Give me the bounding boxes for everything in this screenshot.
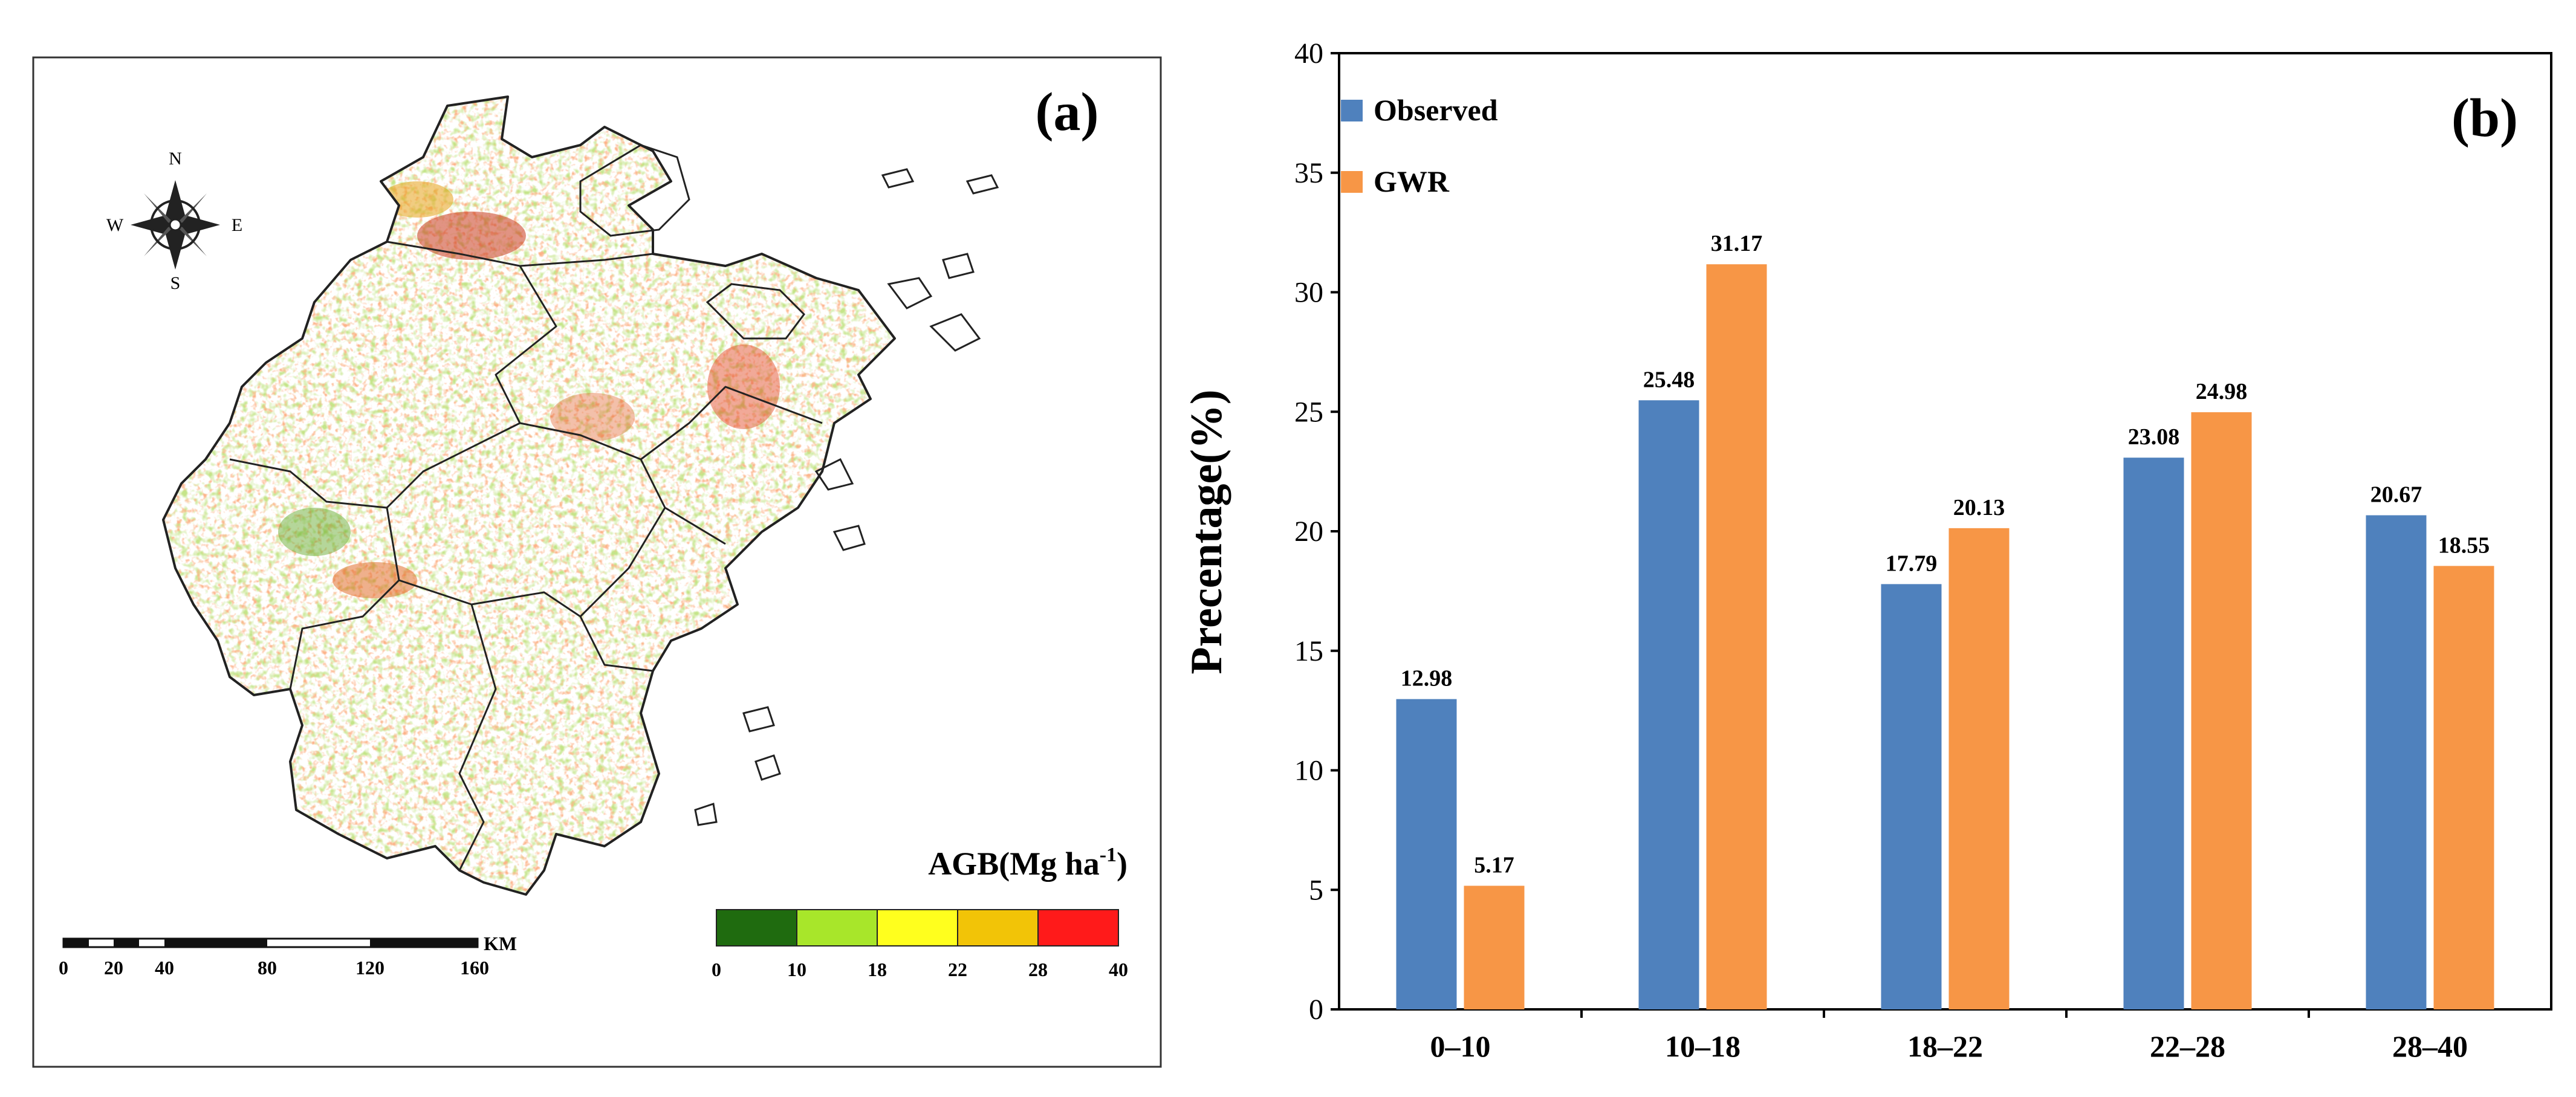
scale-tick: 120: [355, 957, 384, 979]
y-tick-label: 0: [1309, 994, 1323, 1026]
y-axis: 0 5 10 15 20 25 30 35 40: [1294, 37, 1339, 1026]
bar-observed-1: [1396, 699, 1457, 1009]
data-label: 17.79: [1886, 551, 1938, 576]
legend-label-gwr: GWR: [1374, 164, 1450, 198]
x-tick-label: 0–10: [1430, 1029, 1491, 1063]
compass-s: S: [170, 273, 181, 293]
legend-tick: 28: [1028, 959, 1048, 980]
scale-unit: KM: [484, 933, 517, 954]
data-label: 12.98: [1401, 666, 1453, 691]
legend-title: AGB(Mg ha-1): [928, 844, 1127, 882]
legend-swatch-gwr: [1341, 171, 1363, 193]
y-tick-label: 40: [1294, 37, 1323, 70]
bar-gwr-2: [1706, 264, 1767, 1009]
bar-labels: 12.98 5.17 25.48 31.17 17.79 20.13 23.08 24.98 2…: [1401, 231, 2490, 878]
legend-tick: 0: [712, 959, 721, 980]
bars: [1396, 264, 2494, 1009]
panel-a-label: (a): [1036, 82, 1099, 142]
y-tick-label: 35: [1294, 157, 1323, 189]
x-tick-label: 28–40: [2392, 1029, 2468, 1063]
compass-icon: [131, 180, 220, 270]
islands: [579, 144, 999, 826]
compass-e: E: [232, 215, 242, 235]
y-tick-label: 10: [1294, 755, 1323, 787]
scale-tick: 80: [258, 957, 277, 979]
scale-tick: 40: [155, 957, 174, 979]
legend-swatch-observed: [1341, 100, 1363, 121]
bar-gwr-5: [2433, 566, 2494, 1009]
x-tick-label: 10–18: [1665, 1029, 1741, 1063]
x-tick-label: 22–28: [2150, 1029, 2225, 1063]
scale-tick: 0: [59, 957, 68, 979]
legend-tick: 18: [868, 959, 887, 980]
data-label: 20.67: [2370, 482, 2422, 508]
data-label: 20.13: [1953, 495, 2005, 520]
x-tick-label: 18–22: [1907, 1029, 1983, 1063]
agb-legend: AGB(Mg ha-1) 0 10 18 22 28 40: [712, 844, 1128, 980]
legend-swatch-5: [1037, 909, 1119, 947]
data-label: 24.98: [2196, 379, 2248, 404]
data-label: 31.17: [1711, 231, 1763, 256]
scale-bar: 0 20 40 80 120 160 KM: [59, 933, 517, 979]
data-label: 25.48: [1643, 367, 1695, 392]
legend-swatch-1: [716, 909, 797, 947]
panel-b-label: (b): [2451, 88, 2518, 148]
province-outline: [162, 95, 896, 896]
legend-tick: 22: [948, 959, 967, 980]
y-tick-label: 20: [1294, 516, 1323, 548]
bar-observed-4: [2123, 458, 2184, 1009]
compass-n: N: [169, 149, 182, 169]
scale-tick: 20: [104, 957, 123, 979]
legend-tick: 40: [1109, 959, 1128, 980]
bar-observed-3: [1881, 584, 1942, 1009]
data-label: 18.55: [2438, 532, 2490, 558]
y-tick-label: 15: [1294, 635, 1323, 667]
bar-gwr-3: [1948, 528, 2010, 1009]
y-tick-label: 30: [1294, 277, 1323, 309]
legend-swatch-2: [796, 909, 878, 947]
scale-tick: 160: [460, 957, 489, 979]
bar-observed-2: [1638, 400, 1699, 1009]
compass-w: W: [106, 215, 124, 235]
y-tick-label: 25: [1294, 396, 1323, 428]
bar-observed-5: [2366, 515, 2427, 1009]
bar-gwr-4: [2191, 412, 2252, 1009]
legend-swatch-3: [877, 909, 958, 947]
y-axis-title: Precentage(%): [1182, 389, 1231, 674]
legend-tick: 10: [787, 959, 806, 980]
data-label: 5.17: [1474, 853, 1514, 878]
legend-swatch-4: [957, 909, 1039, 947]
bar-gwr-1: [1464, 885, 1525, 1009]
x-axis: 0–10 10–18 18–22 22–28 28–40: [1430, 1009, 2468, 1063]
chart-legend: Observed GWR: [1341, 93, 1498, 198]
legend-label-observed: Observed: [1374, 93, 1498, 127]
y-tick-label: 5: [1309, 874, 1323, 906]
data-label: 23.08: [2128, 424, 2180, 450]
